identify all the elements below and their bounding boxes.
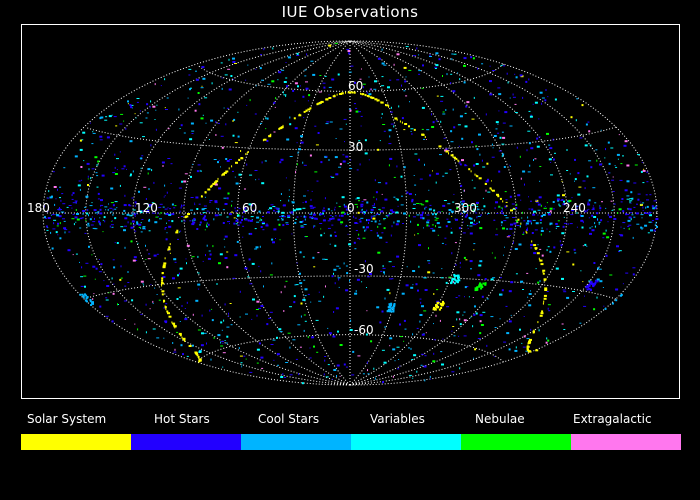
- parallel-line: [86, 126, 616, 151]
- meridian-line: [85, 40, 351, 386]
- lat-label-neg30: -30: [354, 262, 374, 276]
- legend-label-extragalactic: Extragalactic: [573, 412, 652, 426]
- parallel-line: [86, 275, 616, 300]
- map-frame: [21, 24, 680, 399]
- legend-swatch-variables: [351, 434, 461, 450]
- legend-label-variables: Variables: [370, 412, 425, 426]
- legend: Solar System Hot Stars Cool Stars Variab…: [21, 412, 681, 452]
- legend-swatch-cool-stars: [241, 434, 351, 450]
- legend-swatch-extragalactic: [571, 434, 681, 450]
- sky-map: 180 120 60 0 300 240 60 30 -30 -60: [27, 40, 659, 386]
- meridian-line: [349, 40, 463, 386]
- grid-labels: 180 120 60 0 300 240 60 30 -30 -60: [27, 79, 586, 337]
- lat-label-30: 30: [348, 140, 363, 154]
- lat-label-60: 60: [348, 79, 363, 93]
- meridian-line: [237, 40, 351, 386]
- lon-label-300: 300: [454, 201, 477, 215]
- legend-label-nebulae: Nebulae: [475, 412, 525, 426]
- lat-label-neg60: -60: [354, 323, 374, 337]
- legend-label-solar-system: Solar System: [27, 412, 107, 426]
- lon-label-60: 60: [242, 201, 257, 215]
- observation-points: [43, 42, 659, 385]
- legend-swatch-nebulae: [461, 434, 571, 450]
- legend-label-cool-stars: Cool Stars: [258, 412, 320, 426]
- legend-swatch-hot-stars: [131, 434, 241, 450]
- lon-label-120: 120: [135, 201, 158, 215]
- lon-label-0: 0: [347, 201, 355, 215]
- map-title: IUE Observations: [281, 3, 419, 21]
- lon-label-240: 240: [563, 201, 586, 215]
- parallel-line: [197, 334, 504, 363]
- legend-label-hot-stars: Hot Stars: [154, 412, 210, 426]
- legend-swatch-solar-system: [21, 434, 131, 450]
- lon-label-180: 180: [27, 201, 50, 215]
